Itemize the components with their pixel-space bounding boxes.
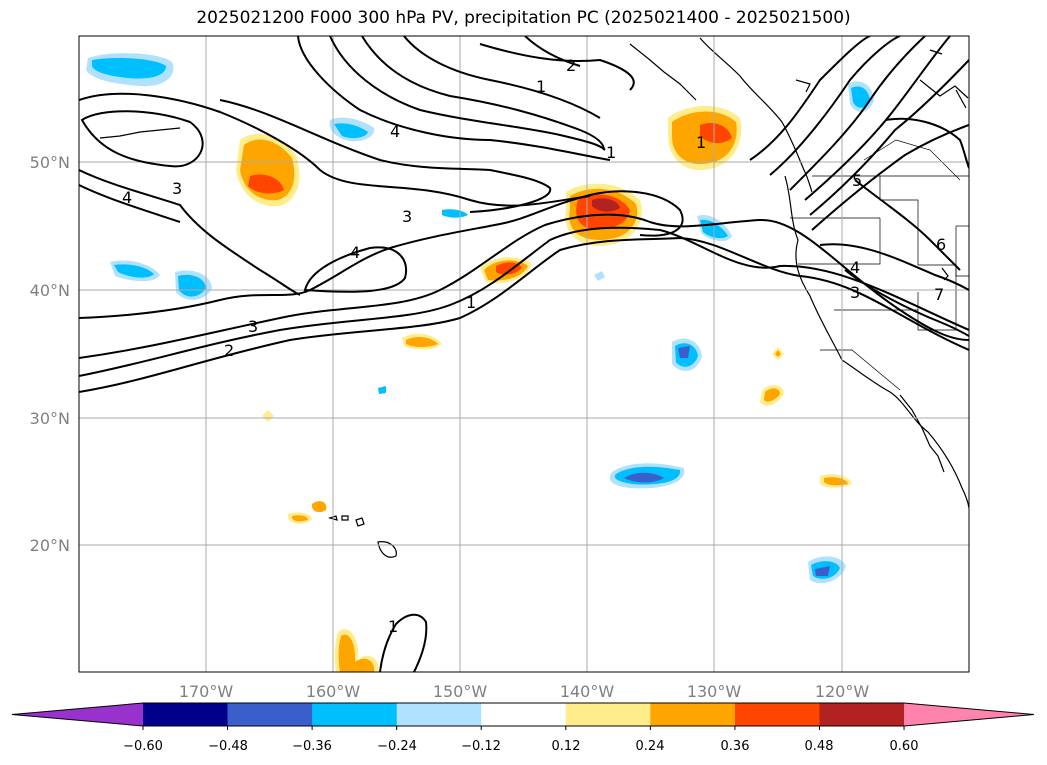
contour-label: 4 (390, 122, 400, 141)
contour-label: 4 (122, 188, 132, 207)
colorbar-extend-high (904, 703, 1034, 726)
contour-label: 1 (466, 293, 476, 312)
colorbar-extend-low (12, 703, 143, 726)
colorbar-segment (396, 703, 482, 726)
contour-label: 2 (566, 56, 576, 75)
contour-label: 7 (934, 285, 944, 304)
lon-label: 140°W (560, 682, 615, 701)
borders (790, 139, 969, 391)
colorbar-labels: −0.60 −0.48 −0.36 −0.24 −0.12 0.12 0.24 … (123, 739, 918, 754)
lat-label: 40°N (30, 281, 70, 300)
longitude-labels: 170°W 160°W 150°W 140°W 130°W 120°W (179, 682, 870, 701)
colorbar-tick-label: −0.24 (377, 739, 417, 754)
contour-label: 3 (402, 207, 412, 226)
colorbar (11, 702, 1035, 730)
colorbar-tick-label: −0.12 (461, 739, 501, 754)
map-title: 2025021200 F000 300 hPa PV, precipitatio… (196, 8, 851, 28)
colorbar-tick-label: 0.24 (636, 739, 665, 754)
contour-label: 2 (224, 341, 234, 360)
colorbar-segment (650, 703, 736, 726)
lon-label: 130°W (687, 682, 742, 701)
lat-label: 30°N (30, 409, 70, 428)
colorbar-tick-label: 0.60 (890, 739, 919, 754)
colorbar-segment (481, 703, 567, 726)
colorbar-segment (227, 703, 313, 726)
contour-label: 4 (850, 258, 860, 277)
colorbar-tick-label: −0.36 (292, 739, 332, 754)
lon-label: 170°W (179, 682, 234, 701)
contour-label: 4 (350, 243, 360, 262)
lat-label: 20°N (30, 536, 70, 555)
colorbar-tick-label: 0.12 (552, 739, 581, 754)
colorbar-tick-label: −0.48 (208, 739, 248, 754)
contour-label: 1 (606, 143, 616, 162)
colorbar-segment (734, 703, 820, 726)
coastlines (99, 37, 969, 558)
colorbar-segment (143, 703, 229, 726)
contour-label: 1 (388, 617, 398, 636)
contour-label: 3 (248, 317, 258, 336)
contour-labels: 4 3 4 2 1 1 3 4 3 2 1 1 1 5 6 4 3 7 (122, 56, 946, 636)
contour-label: 5 (852, 171, 862, 190)
colorbar-tick-label: 0.36 (721, 739, 750, 754)
contour-label: 1 (536, 77, 546, 96)
colorbar-tick-label: −0.60 (123, 739, 163, 754)
colorbar-tick-label: 0.48 (805, 739, 834, 754)
colorbar-segment (565, 703, 651, 726)
lon-label: 150°W (433, 682, 488, 701)
contour-label: 3 (850, 283, 860, 302)
lat-label: 50°N (30, 153, 70, 172)
colorbar-segment (312, 703, 398, 726)
latitude-labels: 50°N 40°N 30°N 20°N (30, 153, 70, 555)
map-frame (78, 35, 970, 673)
contour-label: 3 (172, 179, 182, 198)
contour-label: 6 (936, 235, 946, 254)
colorbar-segment (819, 703, 905, 726)
pv-contours (79, 36, 969, 672)
lon-label: 160°W (306, 682, 361, 701)
contour-label: 1 (696, 133, 706, 152)
precip-negative-shading (86, 53, 874, 584)
lon-label: 120°W (815, 682, 870, 701)
